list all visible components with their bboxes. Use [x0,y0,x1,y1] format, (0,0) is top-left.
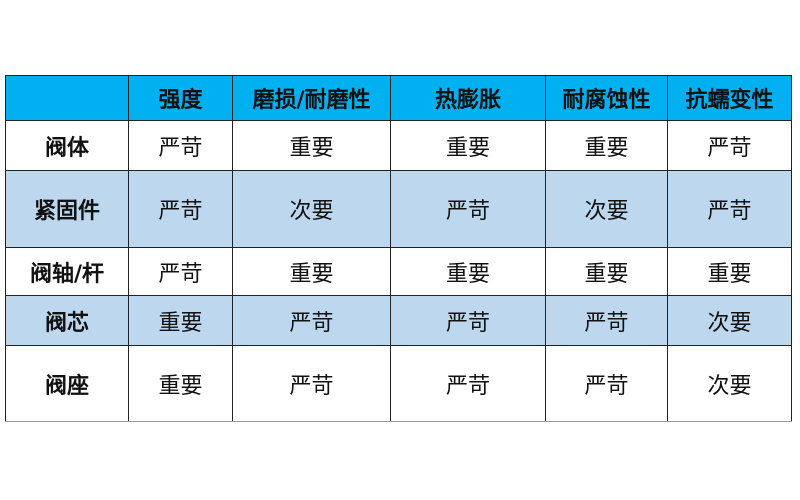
table-cell: 严苛 [128,170,233,248]
material-requirements-table: 强度 磨损/耐磨性 热膨胀 耐腐蚀性 抗蠕变性 阀体 严苛 重要 重要 重要 严… [5,75,792,422]
table-cell: 严苛 [545,295,668,346]
table-cell: 重要 [667,247,792,296]
table-cell: 严苛 [390,170,546,248]
header-cell: 热膨胀 [390,75,546,121]
table-row: 阀体 严苛 重要 重要 重要 严苛 [5,120,792,171]
row-header: 阀轴/杆 [5,247,129,296]
header-cell: 强度 [128,75,233,121]
header-cell: 耐腐蚀性 [545,75,668,121]
table-cell: 严苛 [128,120,233,171]
table-row: 紧固件 严苛 次要 严苛 次要 严苛 [5,170,792,248]
header-cell: 抗蠕变性 [667,75,792,121]
table-cell: 严苛 [128,247,233,296]
table-row: 阀轴/杆 严苛 重要 重要 重要 重要 [5,247,792,296]
table-cell: 严苛 [667,120,792,171]
row-header: 紧固件 [5,170,129,248]
header-cell: 磨损/耐磨性 [232,75,391,121]
table-cell: 次要 [232,170,391,248]
row-header: 阀座 [5,345,129,422]
table-cell: 次要 [667,295,792,346]
table-cell: 重要 [545,247,668,296]
table-row: 阀座 重要 严苛 严苛 严苛 次要 [5,345,792,422]
header-cell [5,75,129,121]
table-cell: 严苛 [545,345,668,422]
row-header: 阀体 [5,120,129,171]
table-row: 阀芯 重要 严苛 严苛 严苛 次要 [5,295,792,346]
table-cell: 重要 [390,247,546,296]
table-cell: 重要 [232,247,391,296]
row-header: 阀芯 [5,295,129,346]
table-cell: 重要 [128,345,233,422]
header-row: 强度 磨损/耐磨性 热膨胀 耐腐蚀性 抗蠕变性 [5,75,792,121]
table-cell: 重要 [232,120,391,171]
table-cell: 严苛 [390,295,546,346]
table-cell: 次要 [667,345,792,422]
table-cell: 重要 [545,120,668,171]
table-cell: 重要 [390,120,546,171]
table-cell: 次要 [545,170,668,248]
table-cell: 严苛 [667,170,792,248]
table-cell: 严苛 [390,345,546,422]
table-cell: 严苛 [232,345,391,422]
table-cell: 重要 [128,295,233,346]
table-cell: 严苛 [232,295,391,346]
